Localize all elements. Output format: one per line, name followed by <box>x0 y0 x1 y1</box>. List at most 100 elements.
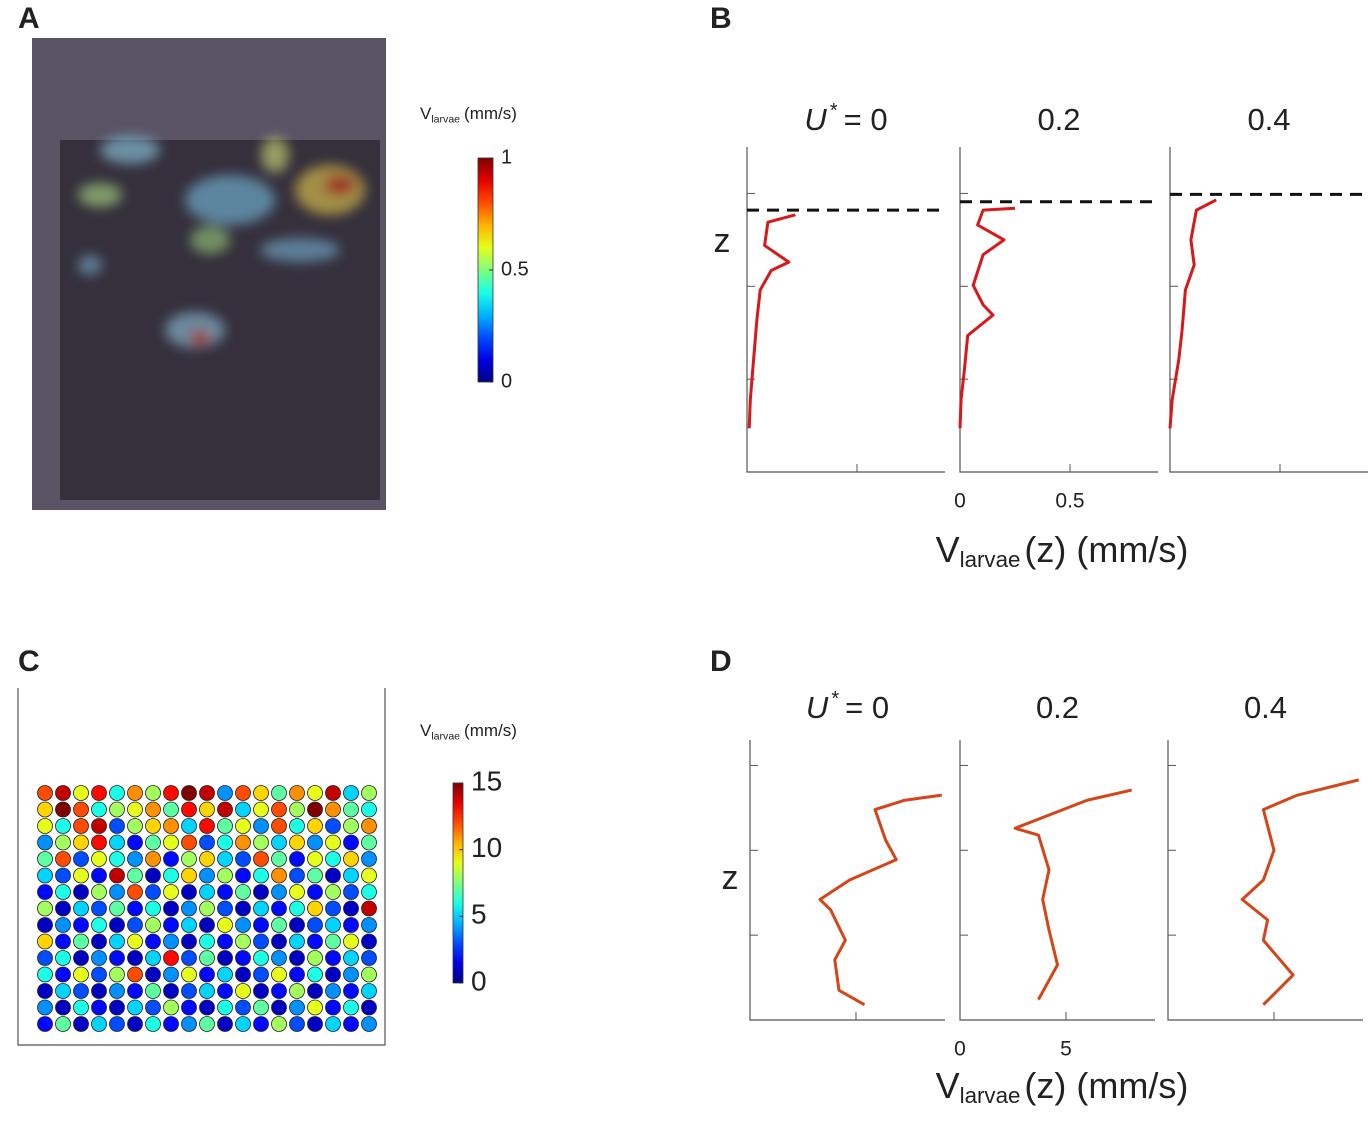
profile-line <box>958 206 1016 429</box>
particle <box>217 917 233 933</box>
particle <box>325 999 341 1016</box>
particle <box>307 785 323 801</box>
particle <box>109 851 125 867</box>
particle <box>91 950 107 966</box>
particle <box>181 983 197 999</box>
particle <box>199 966 215 983</box>
particle <box>127 884 143 900</box>
particle <box>181 917 197 933</box>
axis-label: Vlarvae (mm/s) <box>420 721 517 742</box>
particle <box>235 834 251 851</box>
particle <box>289 950 305 966</box>
title-rest: = 0 <box>845 690 889 725</box>
title-sup: * <box>830 100 838 122</box>
x-tick-label: 5 <box>1060 1038 1072 1061</box>
particle <box>361 867 377 884</box>
particle <box>361 884 377 900</box>
title-rest: = 0 <box>844 102 888 137</box>
label-unit: (z) (mm/s) <box>1024 529 1188 570</box>
particle <box>271 884 287 900</box>
panel-label: C <box>18 645 40 678</box>
particle <box>253 917 269 933</box>
particle <box>289 801 305 818</box>
title-rest: 0.4 <box>1247 102 1290 137</box>
particle <box>163 999 179 1016</box>
particle <box>307 966 323 983</box>
profile-line <box>818 793 943 1007</box>
particle <box>37 917 53 933</box>
particle <box>289 900 305 917</box>
panel-title: 0.4 <box>1247 102 1290 137</box>
particle <box>109 884 125 900</box>
particle <box>127 867 143 884</box>
particle <box>145 884 161 900</box>
particle <box>91 818 107 834</box>
particle <box>73 950 89 966</box>
particle <box>163 933 179 950</box>
particle <box>361 917 377 933</box>
particle <box>91 785 107 801</box>
particle <box>253 834 269 851</box>
particle <box>253 1016 269 1032</box>
particle <box>55 801 71 818</box>
particle <box>163 867 179 884</box>
particle <box>73 851 89 867</box>
particle <box>361 933 377 950</box>
particle <box>307 983 323 999</box>
particle <box>325 785 341 801</box>
particle <box>325 966 341 983</box>
particle <box>217 818 233 834</box>
particle <box>235 818 251 834</box>
particle <box>109 801 125 818</box>
label-unit: (mm/s) <box>464 721 517 740</box>
particle <box>91 867 107 884</box>
profile-line <box>747 213 796 429</box>
particle <box>127 933 143 950</box>
label-subscript: larvae <box>960 1083 1021 1108</box>
particle <box>181 785 197 801</box>
panel-title: 0.2 <box>1037 102 1080 137</box>
particle <box>163 966 179 983</box>
particle <box>325 917 341 933</box>
particle <box>109 834 125 851</box>
particle <box>55 983 71 999</box>
particle <box>235 785 251 801</box>
particle <box>307 834 323 851</box>
particle <box>235 884 251 900</box>
particle <box>289 966 305 983</box>
x-tick-label: 0 <box>954 490 966 513</box>
profile-line <box>1013 788 1133 1001</box>
particle <box>73 1016 89 1032</box>
particle <box>37 834 53 851</box>
particle <box>235 900 251 917</box>
particle <box>91 884 107 900</box>
axis-label: Vlarvae (z) (mm/s) <box>936 1065 1189 1108</box>
particle <box>271 867 287 884</box>
particle <box>109 867 125 884</box>
particle <box>199 801 215 818</box>
particle <box>325 900 341 917</box>
particle <box>289 834 305 851</box>
particle <box>325 834 341 851</box>
particle <box>361 900 377 917</box>
particle <box>181 818 197 834</box>
particle <box>325 818 341 834</box>
axis <box>746 147 945 473</box>
particle <box>55 834 71 851</box>
particle <box>127 966 143 983</box>
particle <box>145 900 161 917</box>
colorbar-tick-label: 0 <box>501 370 512 392</box>
particle <box>343 983 359 999</box>
particle <box>343 1016 359 1032</box>
particle <box>343 999 359 1016</box>
particle <box>343 884 359 900</box>
frame <box>17 688 386 1046</box>
title-var: U <box>806 690 829 725</box>
particle <box>361 851 377 867</box>
particle <box>109 900 125 917</box>
panel-title: U * = 0 <box>806 688 889 725</box>
particle <box>55 999 71 1016</box>
y-axis-label: z <box>722 859 739 897</box>
particle <box>73 818 89 834</box>
